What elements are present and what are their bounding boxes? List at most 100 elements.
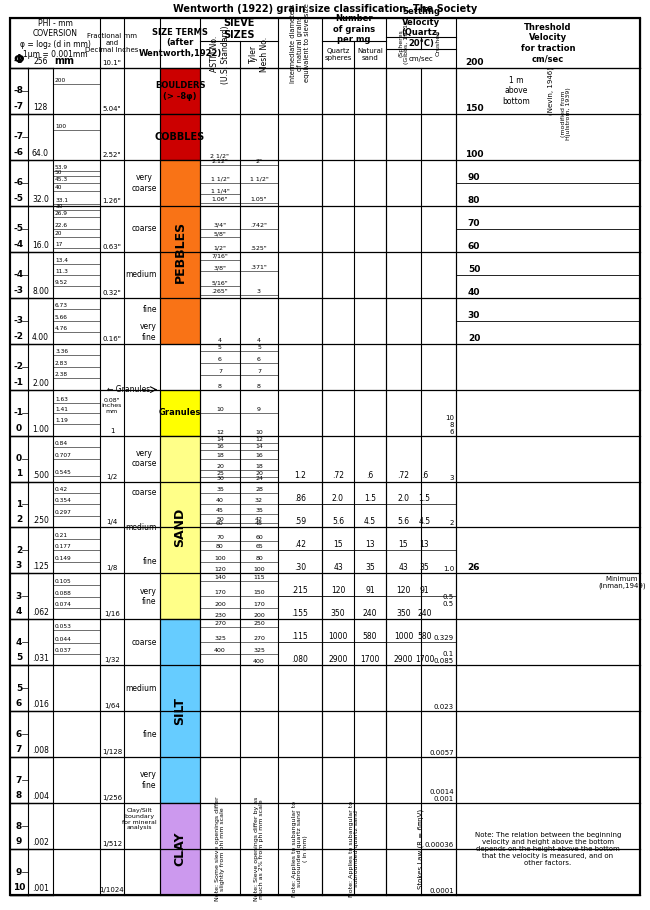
Text: 80: 80 — [216, 544, 224, 550]
Text: 1.19: 1.19 — [55, 418, 68, 423]
Text: 1.63: 1.63 — [55, 397, 68, 402]
Text: 1.5: 1.5 — [419, 494, 430, 503]
Text: 15: 15 — [398, 541, 408, 550]
Text: 250: 250 — [253, 622, 265, 626]
Text: 2: 2 — [450, 521, 454, 527]
Text: 4: 4 — [16, 607, 22, 616]
Text: 5: 5 — [257, 346, 261, 350]
Text: 42: 42 — [255, 517, 263, 521]
Text: 16: 16 — [255, 452, 263, 458]
Text: 10: 10 — [216, 407, 224, 411]
Text: 4: 4 — [218, 338, 222, 343]
Text: very
fine: very fine — [140, 322, 157, 342]
Text: 0.1
0.085: 0.1 0.085 — [434, 652, 454, 664]
Text: -8: -8 — [14, 56, 24, 65]
Text: -1: -1 — [14, 408, 24, 417]
Text: 350: 350 — [331, 610, 345, 618]
Text: 35: 35 — [216, 487, 224, 492]
Text: Note: The relation between the beginning
velocity and height above the bottom
de: Note: The relation between the beginning… — [474, 832, 621, 866]
Text: 2.0: 2.0 — [332, 494, 344, 503]
Text: 100: 100 — [465, 150, 483, 159]
Text: .115: .115 — [292, 632, 308, 642]
Text: Minimum
(Inman,1949): Minimum (Inman,1949) — [598, 576, 646, 590]
Text: 2900: 2900 — [328, 655, 348, 664]
Text: 8: 8 — [16, 822, 22, 831]
Text: coarse: coarse — [131, 638, 157, 647]
Text: 90: 90 — [468, 173, 480, 182]
Text: 0.074: 0.074 — [55, 602, 72, 607]
Bar — [160, 436, 200, 620]
Text: .72: .72 — [398, 471, 410, 480]
Text: 35: 35 — [365, 563, 375, 572]
Text: 13: 13 — [365, 541, 375, 550]
Text: 4.76: 4.76 — [55, 326, 68, 331]
Text: 40: 40 — [216, 499, 224, 503]
Text: 20: 20 — [55, 231, 62, 236]
Text: Crushed: Crushed — [436, 30, 441, 56]
Text: 70: 70 — [216, 535, 224, 541]
Text: .002: .002 — [32, 838, 49, 847]
Text: 270: 270 — [214, 622, 226, 626]
Bar — [160, 160, 200, 344]
Text: 8.00: 8.00 — [32, 287, 49, 296]
Text: -1: -1 — [14, 378, 24, 387]
Text: 10: 10 — [255, 430, 263, 435]
Text: Tyler
Mesh No.: Tyler Mesh No. — [250, 36, 268, 72]
Text: 43: 43 — [333, 563, 343, 572]
Text: Stokes Law (R = 6πηV): Stokes Law (R = 6πηV) — [418, 809, 424, 889]
Text: Clay/Silt
boundary
for mineral
analysis: Clay/Silt boundary for mineral analysis — [122, 808, 157, 831]
Text: 7: 7 — [16, 745, 22, 754]
Text: 2900: 2900 — [394, 655, 413, 664]
Text: 1.41: 1.41 — [55, 407, 68, 412]
Text: 120: 120 — [331, 586, 345, 595]
Text: 8: 8 — [218, 384, 222, 389]
Text: Fractional mm
and
Decimal Inches: Fractional mm and Decimal Inches — [85, 33, 138, 53]
Text: .6: .6 — [421, 471, 428, 480]
Text: -2: -2 — [14, 331, 24, 340]
Text: 350: 350 — [396, 610, 411, 618]
Text: 0.5
0.5: 0.5 0.5 — [443, 594, 454, 607]
Text: 1 m
above
bottom: 1 m above bottom — [502, 76, 530, 106]
Text: 45: 45 — [216, 508, 224, 512]
Text: Note: Some sieve openings differ
slightly from phi mm scale: Note: Some sieve openings differ slightl… — [214, 797, 226, 902]
Text: -7: -7 — [14, 133, 24, 141]
Text: 0.63": 0.63" — [103, 244, 122, 249]
Text: 2.0: 2.0 — [398, 494, 410, 503]
Text: 43: 43 — [398, 563, 408, 572]
Text: -2: -2 — [14, 362, 24, 371]
Text: 150: 150 — [254, 591, 265, 595]
Text: .008: .008 — [32, 746, 49, 755]
Text: 2": 2" — [255, 159, 263, 164]
Text: 33.1: 33.1 — [55, 197, 68, 203]
Text: 0.32": 0.32" — [103, 289, 122, 296]
Text: 9.52: 9.52 — [55, 280, 68, 285]
Text: 0.0057: 0.0057 — [430, 750, 454, 756]
Text: 30: 30 — [468, 310, 480, 319]
Text: 1 1/2": 1 1/2" — [211, 177, 229, 182]
Text: 0.037: 0.037 — [55, 648, 72, 653]
Text: 1 1/4": 1 1/4" — [211, 188, 229, 193]
Text: 11.3: 11.3 — [55, 268, 68, 274]
Text: 1/8: 1/8 — [107, 565, 118, 571]
Text: 22.6: 22.6 — [55, 223, 68, 228]
Text: .30: .30 — [294, 563, 306, 572]
Text: 9: 9 — [16, 837, 22, 846]
Text: 2: 2 — [16, 515, 22, 524]
Text: 3: 3 — [257, 288, 261, 294]
Text: 25: 25 — [216, 470, 224, 476]
Text: 7: 7 — [16, 775, 22, 784]
Text: 200: 200 — [214, 602, 226, 607]
Text: 1.5: 1.5 — [364, 494, 376, 503]
Text: 325: 325 — [214, 636, 226, 642]
Text: 2: 2 — [16, 546, 22, 555]
Text: 5.04": 5.04" — [103, 106, 122, 112]
Text: 53.9: 53.9 — [55, 166, 68, 170]
Bar — [160, 620, 200, 804]
Text: 1700: 1700 — [360, 655, 380, 664]
Text: 5.66: 5.66 — [55, 315, 68, 319]
Text: 5.6: 5.6 — [332, 518, 344, 527]
Text: .004: .004 — [32, 792, 49, 801]
Text: 24: 24 — [255, 476, 263, 480]
Text: .371": .371" — [250, 265, 267, 270]
Text: 1700: 1700 — [415, 655, 434, 664]
